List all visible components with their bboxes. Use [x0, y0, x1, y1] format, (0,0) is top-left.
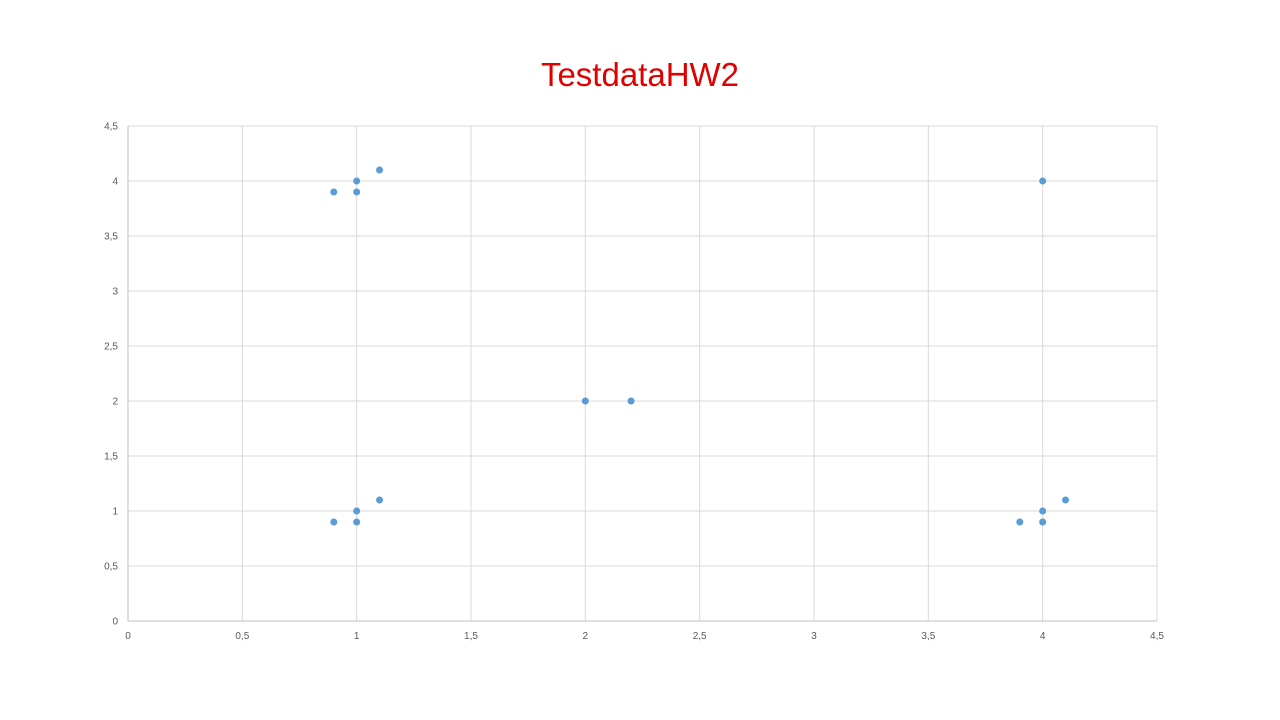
data-points [330, 166, 1070, 526]
data-point [353, 188, 361, 196]
data-point [1039, 177, 1047, 185]
x-tick-label: 4 [1040, 631, 1046, 642]
x-tick-label: 3,5 [921, 631, 935, 642]
y-tick-label: 1,5 [104, 452, 118, 463]
y-tick-label: 2 [112, 397, 118, 408]
data-point [353, 177, 361, 185]
y-tick-label: 1 [112, 507, 118, 518]
data-point [1062, 496, 1070, 504]
chart-title: TestdataHW2 [540, 56, 740, 93]
grid-lines [128, 125, 1158, 621]
data-point [581, 397, 589, 405]
y-tick-label: 2,5 [104, 342, 118, 353]
data-point [1016, 518, 1024, 526]
tick-labels: 0 0,5 1 1,5 2 2,5 3 3,5 4 4,5 0 0,5 1 1,5 2 2,5 3 3,5 4 4,5 [104, 122, 1164, 643]
y-tick-label: 0 [112, 617, 118, 628]
data-point [1039, 507, 1047, 515]
data-point [627, 397, 635, 405]
y-tick-label: 3 [112, 287, 118, 298]
data-point [1039, 518, 1047, 526]
y-tick-label: 0,5 [104, 562, 118, 573]
x-tick-label: 0 [125, 631, 131, 642]
x-tick-label: 2 [583, 631, 589, 642]
x-tick-label: 0,5 [235, 631, 249, 642]
y-tick-label: 3,5 [104, 232, 118, 243]
data-point [353, 518, 361, 526]
data-point [330, 188, 338, 196]
data-point [376, 166, 384, 174]
x-tick-label: 1,5 [464, 631, 478, 642]
data-point [330, 518, 338, 526]
x-tick-label: 4,5 [1150, 631, 1164, 642]
y-tick-label: 4,5 [104, 122, 118, 133]
data-point [376, 496, 384, 504]
x-tick-label: 3 [811, 631, 817, 642]
data-point [353, 507, 361, 515]
axes [127, 126, 1157, 622]
x-tick-label: 1 [354, 631, 360, 642]
y-tick-label: 4 [112, 177, 118, 188]
x-tick-label: 2,5 [693, 631, 707, 642]
